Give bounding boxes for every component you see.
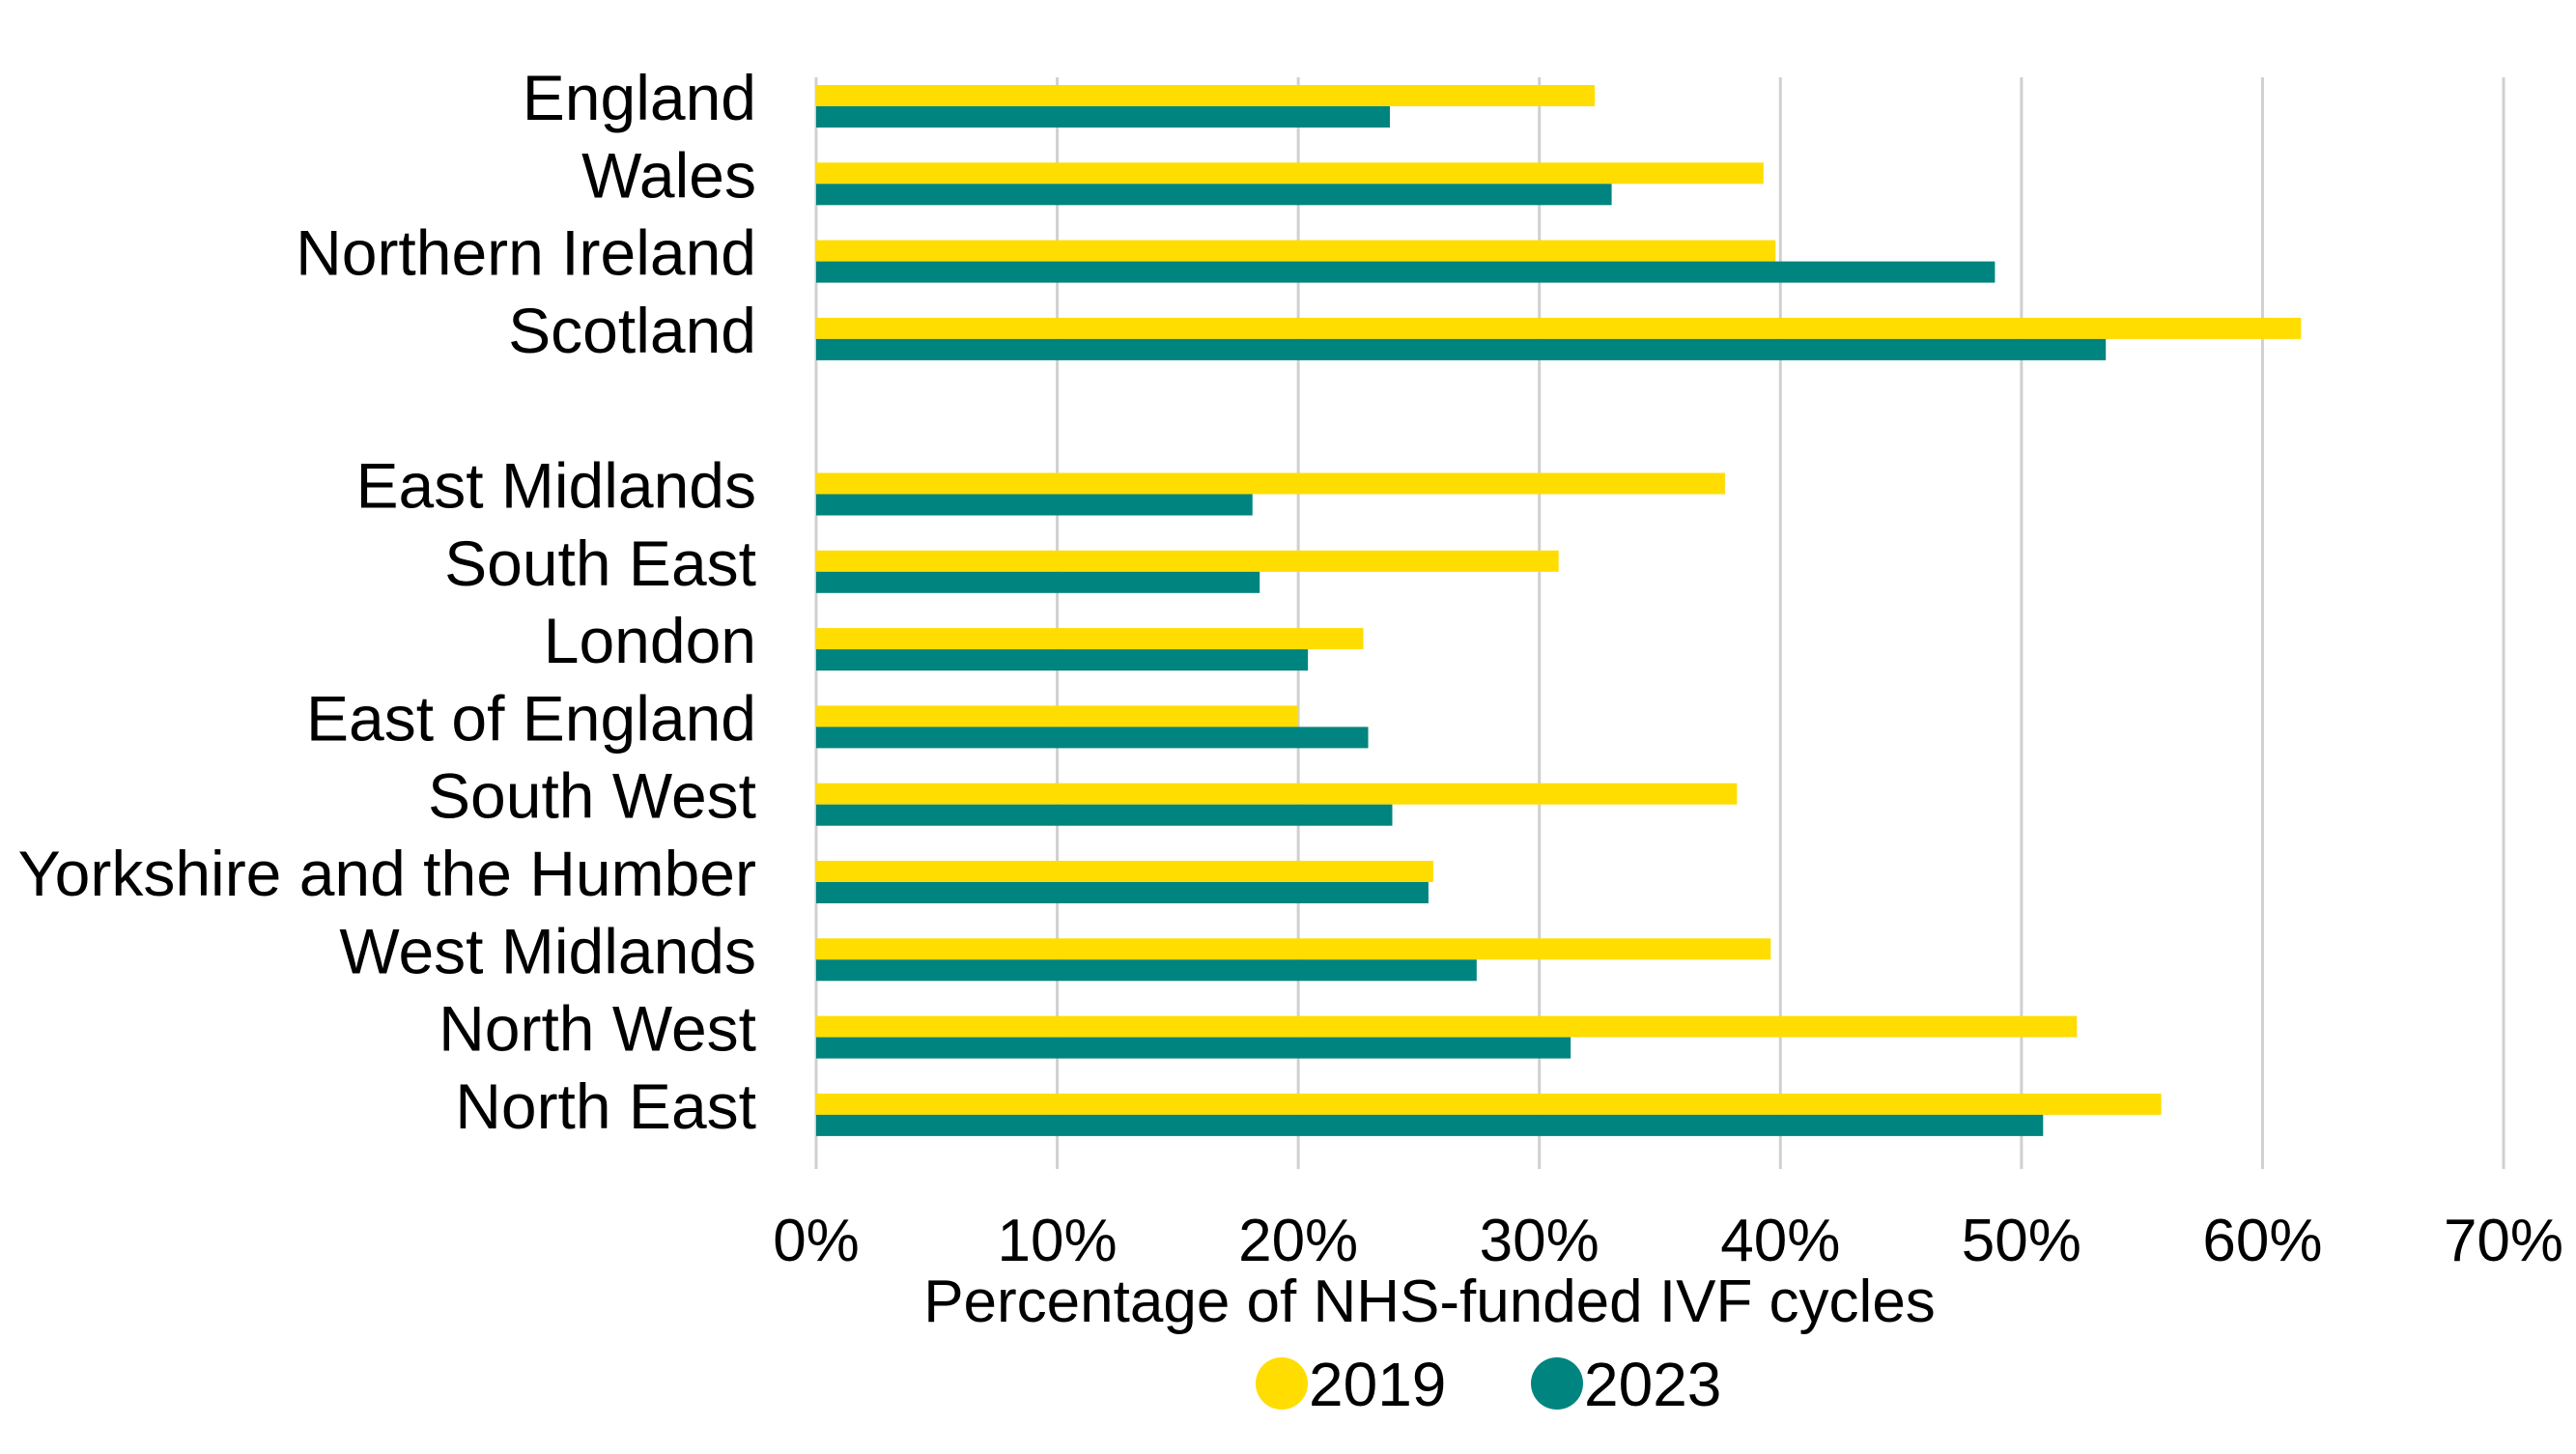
bar-2023 [816, 261, 1996, 283]
bar-2019 [816, 240, 1776, 262]
x-tick-label: 10% [998, 1208, 1118, 1274]
bar-2019 [816, 1093, 2162, 1115]
legend-marker-2023 [1531, 1357, 1583, 1410]
bar-2023 [816, 184, 1612, 206]
bar-2019 [816, 938, 1771, 960]
legend: 2019 2023 [1256, 1350, 1721, 1419]
bar-2019 [816, 472, 1725, 495]
bar-2019 [816, 162, 1764, 185]
bar-2019 [816, 628, 1364, 650]
bar-2023 [816, 1114, 2044, 1136]
category-label: West Midlands [339, 915, 756, 986]
category-label: East of England [306, 682, 756, 754]
bar-2019 [816, 1015, 2078, 1038]
bar-2023 [816, 882, 1429, 903]
bar-2019 [816, 705, 1299, 727]
bar-2023 [816, 804, 1393, 826]
x-tick-label: 70% [2444, 1208, 2563, 1274]
x-tick-label: 60% [2202, 1208, 2322, 1274]
x-tick-label: 40% [1720, 1208, 1840, 1274]
bar-2023 [816, 1037, 1571, 1059]
category-label: Yorkshire and the Humber [18, 838, 756, 909]
category-label: Wales [581, 139, 756, 211]
category-label: England [523, 62, 756, 133]
category-label: Northern Ireland [296, 217, 756, 289]
bar-2023 [816, 338, 2107, 360]
x-tick-label: 30% [1480, 1208, 1599, 1274]
bar-2023 [816, 727, 1369, 749]
category-label: North East [455, 1070, 756, 1142]
bar-2023 [816, 649, 1309, 671]
x-axis-title: Percentage of NHS-funded IVF cycles [923, 1269, 1936, 1335]
legend-label-2019: 2019 [1309, 1350, 1446, 1419]
category-label: East Midlands [355, 450, 756, 522]
bar-2023 [816, 106, 1390, 128]
category-label: South West [428, 760, 756, 832]
bar-2019 [816, 85, 1596, 106]
bars [816, 85, 2302, 1136]
bar-2023 [816, 571, 1260, 593]
category-label: South East [444, 527, 756, 599]
category-label: London [544, 605, 756, 676]
legend-label-2023: 2023 [1584, 1350, 1721, 1419]
x-tick-labels: 0% 10% 20% 30% 40% 50% 60% 70% [773, 1208, 2563, 1274]
bar-2019 [816, 550, 1559, 572]
bar-2019 [816, 317, 2302, 339]
category-label: Scotland [508, 295, 756, 366]
x-tick-label: 20% [1238, 1208, 1358, 1274]
legend-marker-2019 [1256, 1357, 1308, 1410]
category-label: North West [439, 993, 756, 1065]
bar-2023 [816, 959, 1477, 982]
x-tick-label: 50% [1962, 1208, 2081, 1274]
bar-2019 [816, 783, 1738, 805]
bar-2023 [816, 494, 1253, 516]
x-tick-label: 0% [773, 1208, 860, 1274]
bar-2019 [816, 861, 1433, 882]
